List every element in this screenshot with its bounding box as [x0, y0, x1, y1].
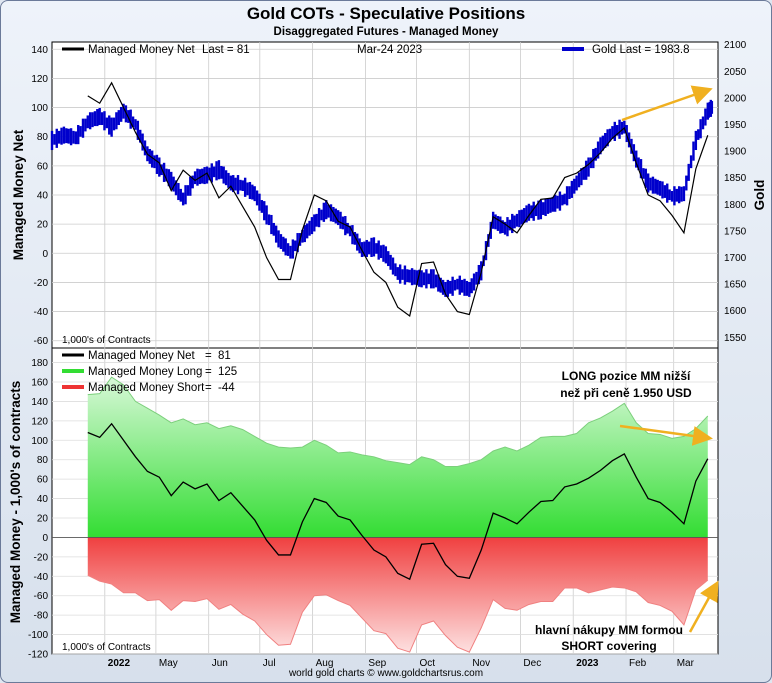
- x-tick-label: Nov: [472, 658, 490, 669]
- chart-footer: world gold charts © www.goldchartsrus.co…: [288, 668, 484, 679]
- top-y-tick-label: 60: [37, 161, 49, 172]
- legend-short-value: -44: [218, 382, 235, 394]
- top-y-tick-label: -20: [34, 278, 49, 289]
- long-line: [87, 376, 709, 468]
- top-units-note: 1,000's of Contracts: [62, 335, 151, 346]
- x-tick-label: Sep: [368, 658, 386, 669]
- top-y-tick-label: 0: [42, 249, 48, 260]
- bottom-y-tick-label: 0: [42, 533, 48, 544]
- gold-y-tick-label: 2050: [724, 67, 747, 78]
- bottom-units-note: 1,000's of Contracts: [62, 642, 151, 653]
- x-tick-label: 2023: [576, 658, 599, 669]
- bottom-y-tick-label: -60: [34, 591, 49, 602]
- net-line-top: [87, 81, 709, 317]
- top-y-tick-label: 120: [31, 74, 48, 85]
- chart-title: Gold COTs - Speculative Positions: [246, 4, 526, 23]
- bottom-y-tick-label: -80: [34, 611, 49, 622]
- gold-y-tick-label: 1950: [724, 120, 747, 131]
- bottom-y-tick-label: 40: [37, 494, 49, 505]
- legend-net-label: Managed Money Net: [88, 44, 196, 56]
- top-y-tick-label: 40: [37, 191, 49, 202]
- x-tick-label: Oct: [420, 658, 436, 669]
- right-y-axis-title: Gold: [752, 180, 767, 211]
- top-y-tick-label: 140: [31, 45, 48, 56]
- bottom-y-tick-label: -40: [34, 572, 49, 583]
- annotation-short-1: hlavní nákupy MM formou: [535, 623, 683, 637]
- x-tick-label: Jun: [212, 658, 228, 669]
- gold-y-tick-label: 1900: [724, 147, 747, 158]
- x-tick-label: Mar: [677, 658, 695, 669]
- top-y-tick-label: 100: [31, 103, 48, 114]
- net-line-bottom: [87, 422, 709, 581]
- top-y-axis-title: Managed Money Net: [11, 129, 26, 260]
- gold-y-tick-label: 1850: [724, 173, 747, 184]
- annotation-long-1: LONG pozice MM nižší: [562, 369, 691, 383]
- short-line: [87, 574, 709, 653]
- annotation-short-2: SHORT covering: [561, 639, 656, 653]
- gold-y-tick-label: 1550: [724, 333, 747, 344]
- bottom-y-tick-label: 80: [37, 455, 49, 466]
- legend-short-eq: =: [205, 382, 212, 394]
- legend-long-eq: =: [205, 366, 212, 378]
- arrow-long-trend: [619, 424, 713, 446]
- bottom-y-tick-label: 160: [31, 378, 48, 389]
- legend-date: Mar-24 2023: [357, 44, 422, 56]
- arrow-short-trend: [688, 580, 719, 633]
- legend-gold-label: Gold Last = 1983.8: [592, 44, 690, 56]
- x-tick-label: Feb: [629, 658, 647, 669]
- top-y-tick-label: -40: [34, 307, 49, 318]
- top-y-tick-label: -60: [34, 336, 49, 347]
- legend-short-label: Managed Money Short: [88, 382, 205, 394]
- bottom-y-axis-title: Managed Money - 1,000's of contracts: [8, 381, 23, 624]
- gold-y-tick-label: 2000: [724, 93, 747, 104]
- gold-y-tick-label: 2100: [724, 40, 747, 51]
- bottom-y-tick-label: -100: [28, 630, 48, 641]
- bottom-y-tick-label: 60: [37, 475, 49, 486]
- x-tick-label: Aug: [316, 658, 334, 669]
- gold-y-tick-label: 1750: [724, 226, 747, 237]
- gold-y-tick-label: 1800: [724, 200, 747, 211]
- legend-net-last: Last = 81: [202, 44, 250, 56]
- bottom-y-tick-label: 180: [31, 358, 48, 369]
- bottom-y-tick-label: 100: [31, 436, 48, 447]
- bottom-y-tick-label: 120: [31, 416, 48, 427]
- chart-subtitle: Disaggregated Futures - Managed Money: [273, 26, 499, 38]
- long-area: [87, 377, 708, 538]
- annotation-long-2: než při ceně 1.950 USD: [560, 386, 692, 400]
- legend-net-eq: =: [205, 350, 212, 362]
- legend-long-value: 125: [218, 366, 237, 378]
- gold-y-tick-label: 1650: [724, 280, 747, 291]
- top-y-tick-label: 20: [37, 220, 49, 231]
- bottom-y-tick-label: -120: [28, 650, 48, 661]
- arrow-gold-trend: [621, 85, 713, 122]
- short-area: [87, 537, 708, 653]
- x-tick-label: Dec: [523, 658, 541, 669]
- bottom-y-tick-label: 20: [37, 514, 49, 525]
- bottom-y-tick-label: -20: [34, 552, 49, 563]
- x-tick-label: May: [159, 658, 178, 669]
- legend-net-value: 81: [218, 350, 231, 362]
- legend-net-label-2: Managed Money Net: [88, 350, 196, 362]
- top-y-tick-label: 80: [37, 132, 49, 143]
- legend-long-label: Managed Money Long: [88, 366, 202, 378]
- x-tick-label: Jul: [263, 658, 276, 669]
- x-tick-label: 2022: [108, 658, 131, 669]
- bottom-y-tick-label: 140: [31, 397, 48, 408]
- gold-y-tick-label: 1700: [724, 253, 747, 264]
- gold-y-tick-label: 1600: [724, 306, 747, 317]
